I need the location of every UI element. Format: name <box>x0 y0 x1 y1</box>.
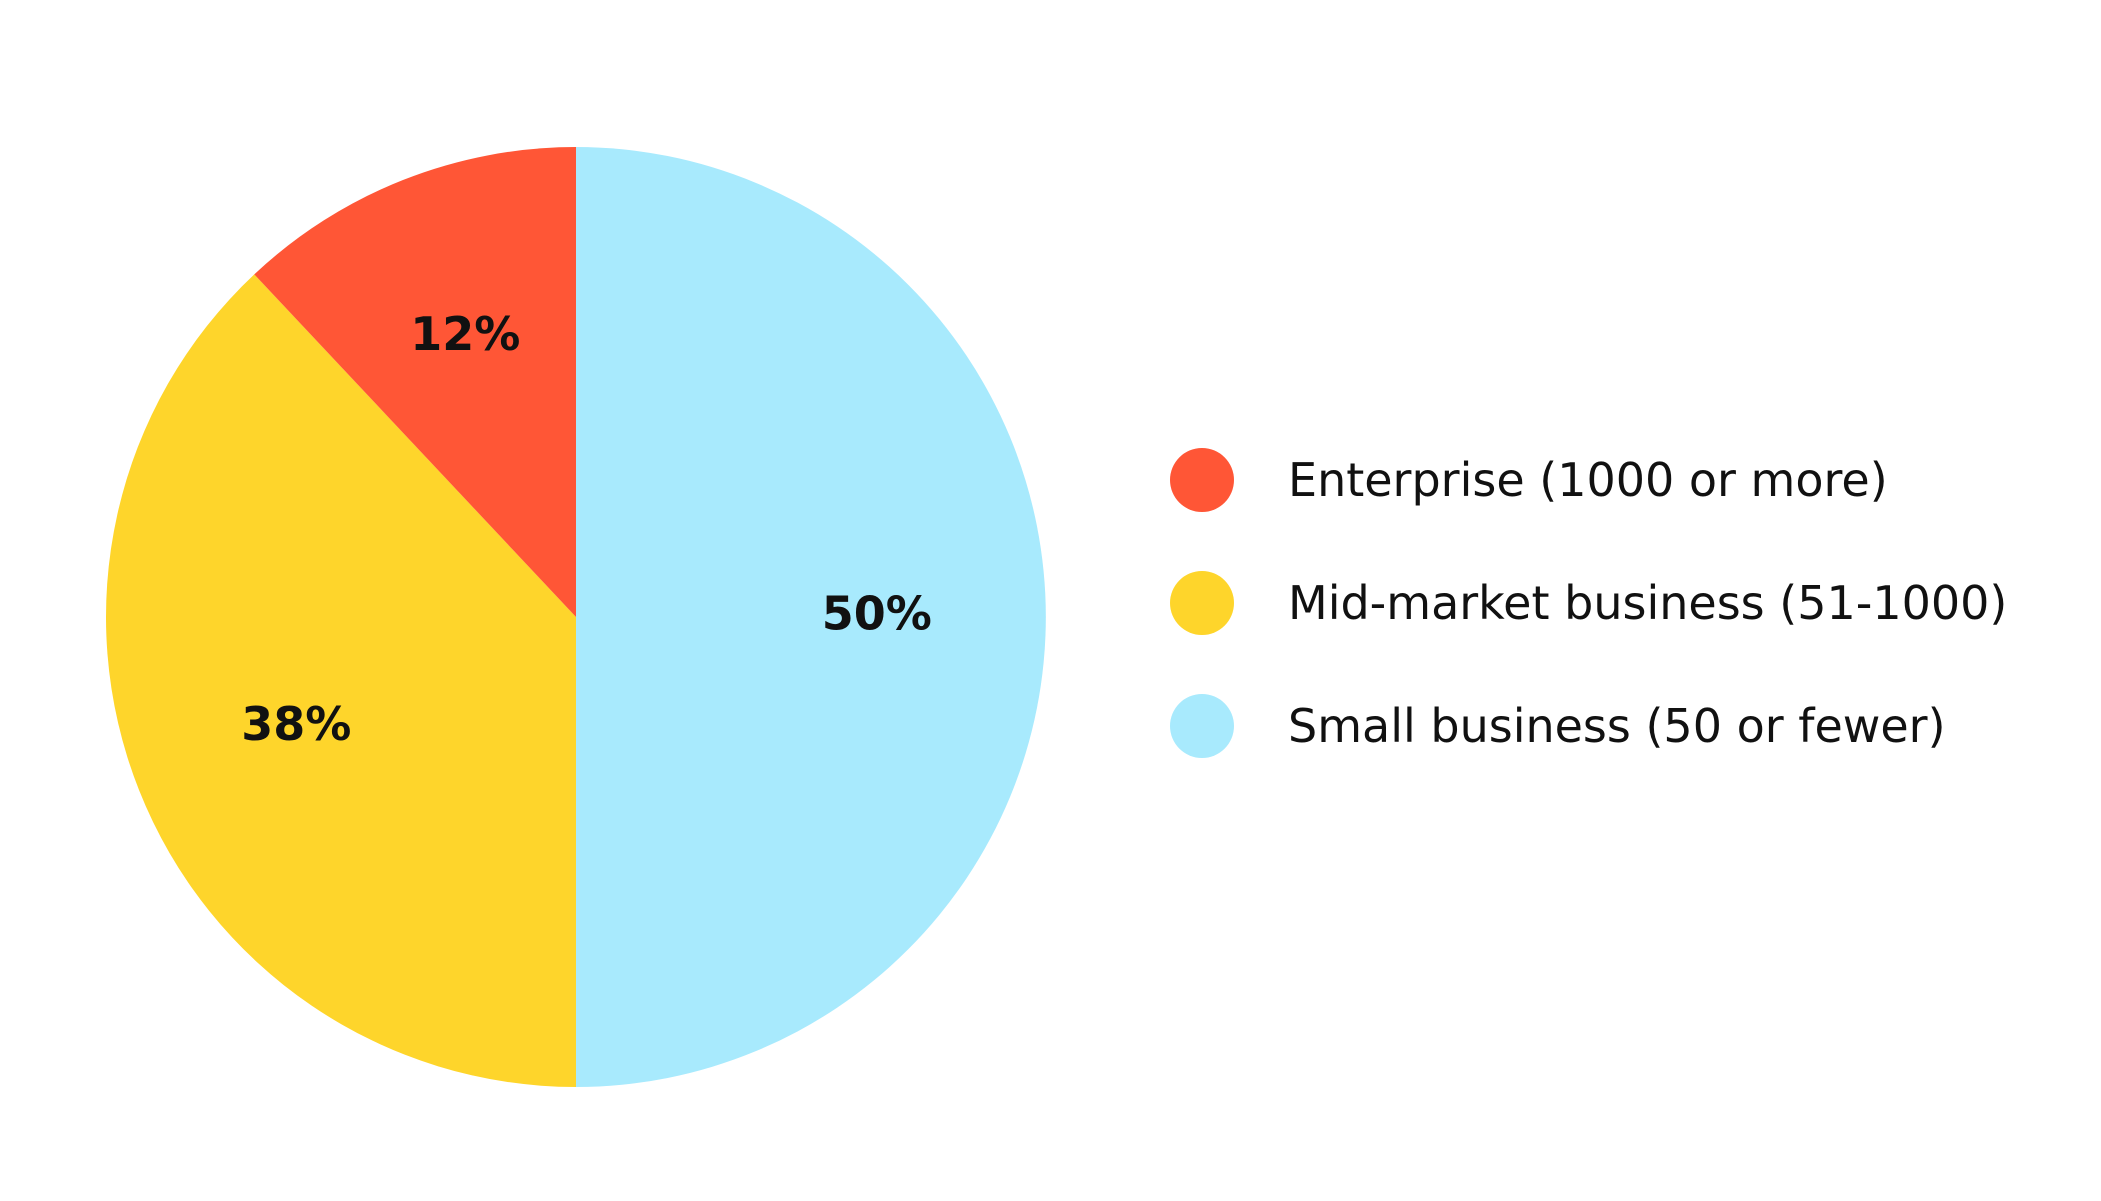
legend-label-small-business: Small business (50 or fewer) <box>1288 699 1946 753</box>
legend-swatch-enterprise <box>1170 448 1234 512</box>
legend-item-small-business: Small business (50 or fewer) <box>1170 694 2007 758</box>
legend-label-enterprise: Enterprise (1000 or more) <box>1288 453 1888 507</box>
legend-item-mid-market: Mid-market business (51-1000) <box>1170 571 2007 635</box>
pie-value-label-mid-market: 38% <box>241 697 351 751</box>
legend-label-mid-market: Mid-market business (51-1000) <box>1288 576 2008 630</box>
pie-value-label-enterprise: 12% <box>410 307 520 361</box>
pie-slice-small <box>576 147 1046 1087</box>
pie-slices <box>106 147 1046 1087</box>
legend-swatch-mid-market <box>1170 571 1234 635</box>
legend-item-enterprise: Enterprise (1000 or more) <box>1170 448 2007 512</box>
legend: Enterprise (1000 or more) Mid-market bus… <box>1170 448 2007 817</box>
pie-slice-mid-market <box>106 274 577 1087</box>
pie-value-label-small: 50% <box>822 587 932 641</box>
legend-swatch-small-business <box>1170 694 1234 758</box>
pie-value-labels: 50% 38% 12% <box>241 307 932 751</box>
pie-slice-enterprise <box>254 147 576 617</box>
